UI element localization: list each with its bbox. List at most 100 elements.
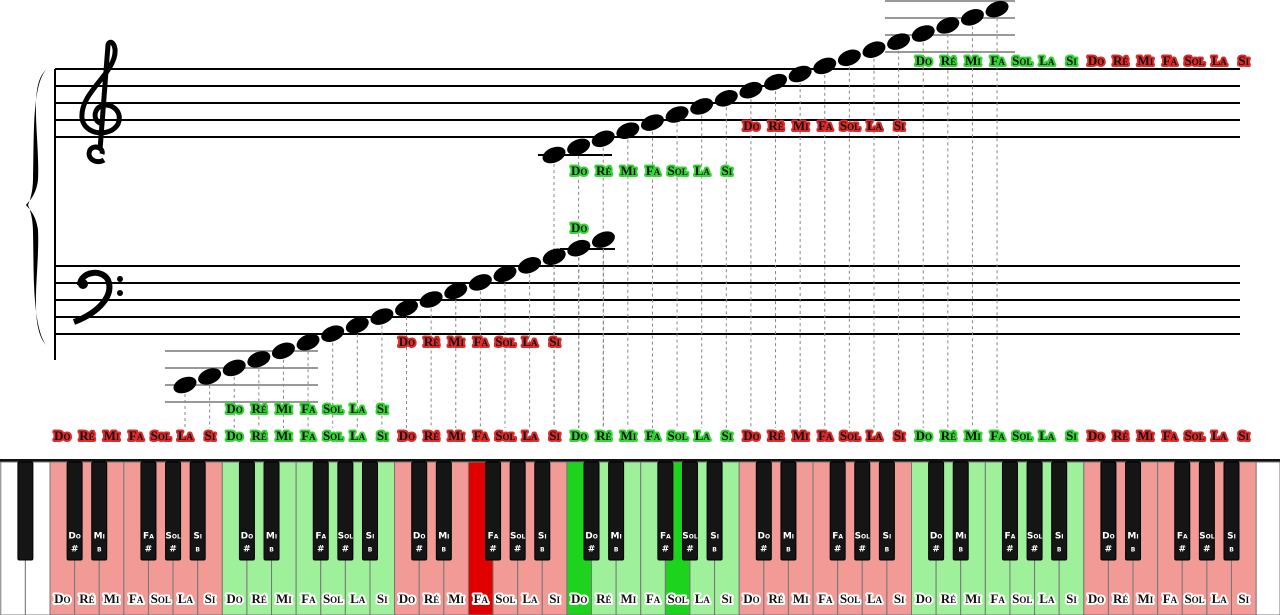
black-key [361, 461, 378, 561]
note-head [887, 33, 911, 50]
note-head [198, 368, 222, 385]
keyboard-top [0, 459, 1280, 462]
staff-note-label: La [350, 401, 366, 416]
black-key-label: Si [193, 532, 202, 542]
white-key-label: Fa [129, 591, 144, 606]
black-key [1026, 461, 1043, 561]
black-key-label: Mi [955, 532, 966, 542]
white-key-label: La [1212, 591, 1228, 606]
white-key-label: Mi [104, 591, 120, 606]
staff-note-label: Sol [1012, 53, 1032, 68]
black-key [509, 461, 526, 561]
black-key-accidental: b [368, 545, 373, 555]
scale-note-label: Fa [474, 428, 489, 443]
scale-note-label: Do [226, 428, 242, 443]
black-key-label: Sol [1199, 532, 1215, 542]
black-key [1001, 461, 1018, 561]
scale-note-label: Ré [424, 428, 439, 443]
black-key-label: Fa [143, 532, 154, 542]
black-key-accidental: # [1006, 545, 1014, 555]
staff [54, 68, 1240, 360]
black-key [755, 461, 772, 561]
white-key-label: Fa [1163, 591, 1178, 606]
white-key [1255, 461, 1280, 615]
scale-note-label: La [522, 428, 538, 443]
staff-note-label: Ré [768, 118, 783, 133]
black-key [608, 461, 625, 561]
staff-note-label: Do [571, 220, 587, 235]
treble-clef [79, 39, 122, 165]
black-key [1051, 461, 1068, 561]
scale-note-label: Si [549, 428, 560, 443]
staff-note-label: Do [916, 53, 932, 68]
white-key-label: Do [226, 591, 242, 606]
note-head [395, 299, 419, 317]
bass-clef-dot [78, 279, 88, 289]
black-key-label: Si [366, 532, 375, 542]
staff-note-label: Fa [301, 401, 316, 416]
black-key-label: Do [1102, 532, 1115, 542]
white-key-label: Fa [474, 591, 489, 606]
black-key-accidental: # [686, 545, 694, 555]
scale-note-label: Mi [104, 428, 120, 443]
black-key-accidental: # [169, 545, 177, 555]
bass-clef-dot [117, 276, 123, 282]
black-key-label: Sol [338, 532, 354, 542]
white-key-label: Si [377, 591, 388, 606]
black-key-accidental: b [1229, 545, 1234, 555]
staff-note-label: Fa [990, 53, 1005, 68]
staff-note-label: Si [549, 334, 560, 349]
scale-note-label: Sol [151, 428, 171, 443]
notes [173, 0, 1009, 428]
white-key-label: Do [916, 591, 932, 606]
scale-note-label: Do [399, 428, 415, 443]
black-key [829, 461, 846, 561]
scale-note-label: Do [1088, 428, 1104, 443]
black-key-accidental: b [195, 545, 200, 555]
black-key-accidental: # [145, 545, 153, 555]
note-head [936, 17, 960, 34]
black-key-label: Fa [660, 532, 671, 542]
staff-note-label: Mi [793, 118, 809, 133]
black-key [928, 461, 945, 561]
white-key-label: Fa [990, 591, 1005, 606]
black-key-label: Do [68, 532, 81, 542]
black-key-label: Fa [832, 532, 843, 542]
black-key-label: Si [710, 532, 719, 542]
note-head [518, 257, 542, 274]
scale-note-label: Ré [941, 428, 956, 443]
black-key-label: Mi [438, 532, 449, 542]
black-key-label: Mi [94, 532, 105, 542]
scale-note-label: Fa [129, 428, 144, 443]
black-key [534, 461, 551, 561]
scale-note-label: La [695, 428, 711, 443]
note-head [813, 57, 837, 75]
black-key [780, 461, 797, 561]
black-key-accidental: b [614, 545, 619, 555]
black-key-accidental: # [760, 545, 768, 555]
scale-note-label: Mi [1137, 428, 1153, 443]
white-key-label: Do [54, 591, 70, 606]
white-key-label: La [867, 591, 883, 606]
black-key-accidental: # [489, 545, 497, 555]
black-key [337, 461, 354, 561]
note-head [739, 81, 763, 99]
white-key-label: Fa [646, 591, 661, 606]
scale-note-label: Fa [1163, 428, 1178, 443]
note-head [985, 0, 1009, 18]
white-key-label: Si [894, 591, 905, 606]
staff-note-label: Mi [621, 163, 637, 178]
white-key-label: La [695, 591, 711, 606]
scale-note-label: Ré [79, 428, 94, 443]
note-head [567, 239, 591, 257]
scale-note-label: Si [722, 428, 733, 443]
scale-note-label: La [178, 428, 194, 443]
white-key-label: Sol [323, 591, 343, 606]
black-key-accidental: # [932, 545, 940, 555]
black-key [165, 461, 182, 561]
scale-note-label: Fa [646, 428, 661, 443]
note-head [837, 49, 861, 67]
note-head [714, 90, 738, 107]
white-key-label: Ré [1113, 591, 1128, 606]
